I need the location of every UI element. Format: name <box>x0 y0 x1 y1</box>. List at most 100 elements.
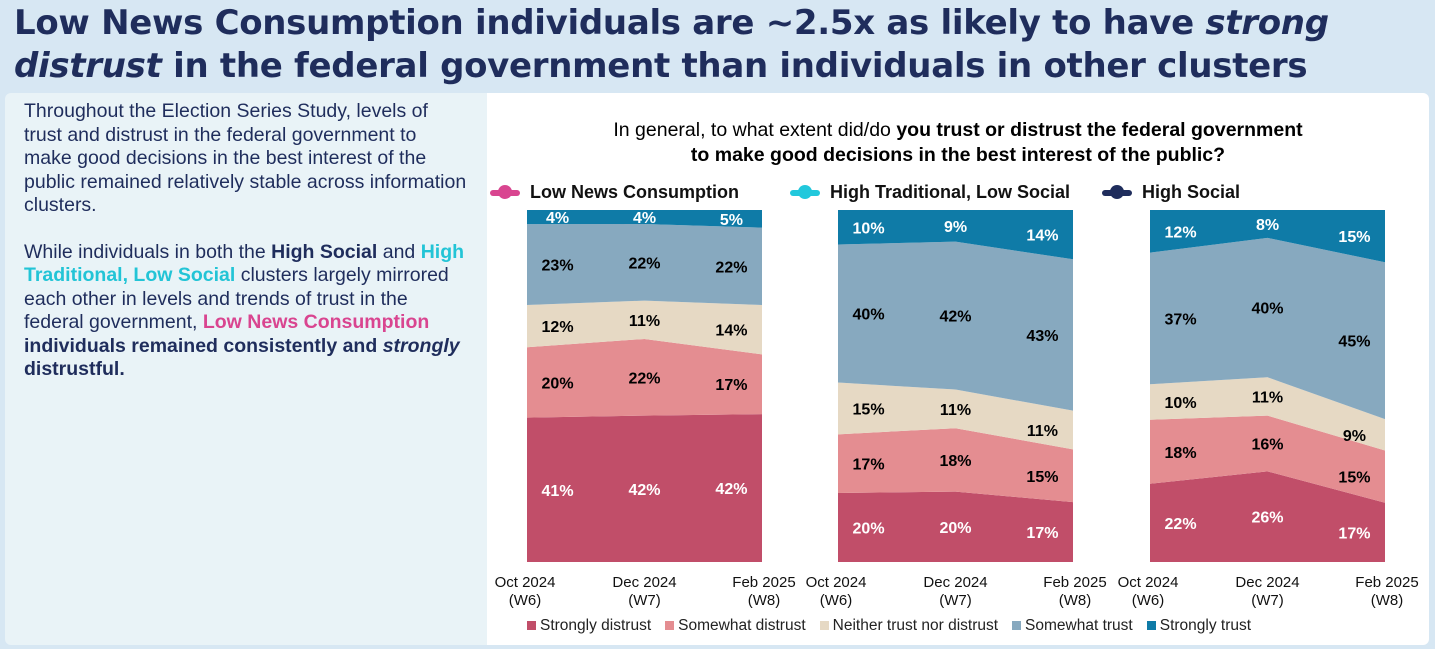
summary-segment: High Traditional, Low Social <box>24 240 465 287</box>
area-neither-trust-nor-distrust <box>527 300 762 355</box>
legend-swatch-icon <box>819 621 829 630</box>
x-tick-label: Oct 2024 (W6) <box>805 574 867 609</box>
legend-swatch-icon <box>1012 621 1022 630</box>
data-label: 18% <box>939 453 971 470</box>
question-segment: to make good decisions in the best inter… <box>690 144 1226 166</box>
panel-legend-1: High Traditional, Low Social <box>790 182 1070 203</box>
x-tick-label: Dec 2024 (W7) <box>1235 574 1300 609</box>
summary-segment: clusters largely mirrored each other in … <box>24 264 449 333</box>
data-label: 11% <box>1252 389 1283 406</box>
data-label: 11% <box>629 313 660 330</box>
data-label: 45% <box>1338 334 1370 351</box>
x-tick-label: Oct 2024 (W6) <box>1117 574 1179 609</box>
summary-segment: While individuals in both the <box>24 240 272 263</box>
data-label: 40% <box>1251 301 1283 318</box>
area-somewhat-distrust <box>527 338 762 418</box>
panel-title: High Traditional, Low Social <box>830 182 1071 202</box>
data-label: 9% <box>1343 428 1366 445</box>
legend-swatch-icon <box>665 621 675 630</box>
question-segment: In general, to what extent did/do <box>613 119 897 141</box>
series-marker-icon <box>790 184 820 199</box>
area-somewhat-distrust <box>838 428 1073 503</box>
summary-paragraph-2: While individuals in both the High Socia… <box>24 241 469 382</box>
area-strongly-distrust <box>1150 471 1385 562</box>
legend-label: Somewhat distrust <box>678 617 806 634</box>
legend-item: Somewhat trust <box>1012 617 1133 635</box>
area-chart-2: 22% 26% 17% 18% 16% 15% 10% 11% 9% 37% 40% 45% 12% 8%… <box>1150 210 1385 562</box>
data-label: 11% <box>1027 423 1058 440</box>
data-label: 22% <box>628 370 660 387</box>
data-label: 22% <box>1165 516 1197 533</box>
data-label: 37% <box>1165 311 1197 328</box>
data-label: 41% <box>542 483 574 500</box>
legend-label: Somewhat trust <box>1025 617 1133 634</box>
area-strongly-trust <box>1150 210 1385 263</box>
data-label: 15% <box>1026 469 1058 486</box>
data-label: 22% <box>628 255 660 272</box>
summary-segment: individuals remained consistently and <box>24 334 383 357</box>
data-label: 12% <box>542 319 574 336</box>
summary-paragraph-1: Throughout the Election Series Study, le… <box>24 100 467 216</box>
data-label: 14% <box>715 323 747 340</box>
data-label: 16% <box>1251 437 1283 454</box>
data-label: 22% <box>715 259 747 276</box>
data-label: 17% <box>715 377 747 394</box>
area-somewhat-trust <box>838 241 1073 411</box>
legend-label: Strongly distrust <box>540 617 652 634</box>
area-neither-trust-nor-distrust <box>1150 377 1385 451</box>
area-strongly-trust <box>527 210 762 228</box>
data-label: 20% <box>939 520 971 537</box>
area-chart-1: 20% 20% 17% 17% 18% 15% 15% 11% 11% 40% 42% 43% 10% 9… <box>838 210 1073 562</box>
panel-legend-2: High Social <box>1102 182 1240 203</box>
panel-title: Low News Consumption <box>530 182 739 202</box>
data-label: 5% <box>720 212 743 229</box>
data-label: 17% <box>1338 525 1370 542</box>
data-label: 23% <box>542 258 574 275</box>
data-label: 42% <box>939 309 971 326</box>
data-label: 15% <box>853 401 885 418</box>
panel-legend-0: Low News Consumption <box>490 182 739 203</box>
x-tick-label: Dec 2024 (W7) <box>923 574 988 609</box>
summary-segment: strongly <box>382 334 460 357</box>
legend-item: Strongly distrust <box>527 617 651 635</box>
title-segment: strong distrust <box>14 3 1329 86</box>
series-marker-icon <box>1102 184 1132 199</box>
data-label: 10% <box>853 220 885 237</box>
chart-panel: In general, to what extent did/do you tr… <box>487 93 1429 645</box>
chart-question: In general, to what extent did/do you tr… <box>487 118 1429 168</box>
data-label: 40% <box>853 307 885 324</box>
x-tick-label: Dec 2024 (W7) <box>612 574 677 609</box>
area-strongly-trust <box>838 210 1073 260</box>
legend-swatch-icon <box>1146 621 1156 630</box>
title-segment: in the federal government than individua… <box>161 46 1308 86</box>
data-label: 10% <box>1165 395 1197 412</box>
area-somewhat-trust <box>1150 237 1385 420</box>
summary-panel <box>5 93 487 645</box>
area-strongly-distrust <box>838 491 1073 562</box>
page-title: Low News Consumption individuals are ~2.… <box>14 2 1424 88</box>
summary-segment: distrustful. <box>24 358 125 380</box>
legend-item: Somewhat distrust <box>665 617 806 635</box>
series-marker-icon <box>490 184 520 199</box>
data-label: 15% <box>1338 470 1370 487</box>
area-chart-0: 41% 42% 42% 20% 22% 17% 12% 11% 14% 23% 22% 22% 4% 4%… <box>527 210 762 562</box>
area-strongly-distrust <box>527 414 762 562</box>
data-label: 17% <box>1026 525 1058 542</box>
question-segment: you trust or distrust the federal govern… <box>896 119 1303 141</box>
legend-swatch-icon <box>527 621 536 630</box>
data-label: 42% <box>628 482 660 499</box>
data-label: 42% <box>715 481 747 498</box>
data-label: 43% <box>1026 328 1058 345</box>
x-tick-label: Feb 2025 (W8) <box>1355 574 1419 609</box>
data-label: 4% <box>546 210 569 227</box>
data-label: 4% <box>633 210 656 227</box>
data-label: 15% <box>1338 229 1370 246</box>
legend-label: Strongly trust <box>1159 617 1252 634</box>
chart-legend: Strongly distrust Somewhat distrust Neithe… <box>527 617 1251 635</box>
area-somewhat-trust <box>527 223 762 306</box>
title-segment: Low News Consumption individuals are ~2.… <box>14 3 1206 43</box>
data-label: 18% <box>1165 445 1197 462</box>
summary-text: Throughout the Election Series Study, le… <box>24 100 469 405</box>
summary-segment: and <box>377 240 421 263</box>
summary-segment: High Social <box>271 240 378 263</box>
